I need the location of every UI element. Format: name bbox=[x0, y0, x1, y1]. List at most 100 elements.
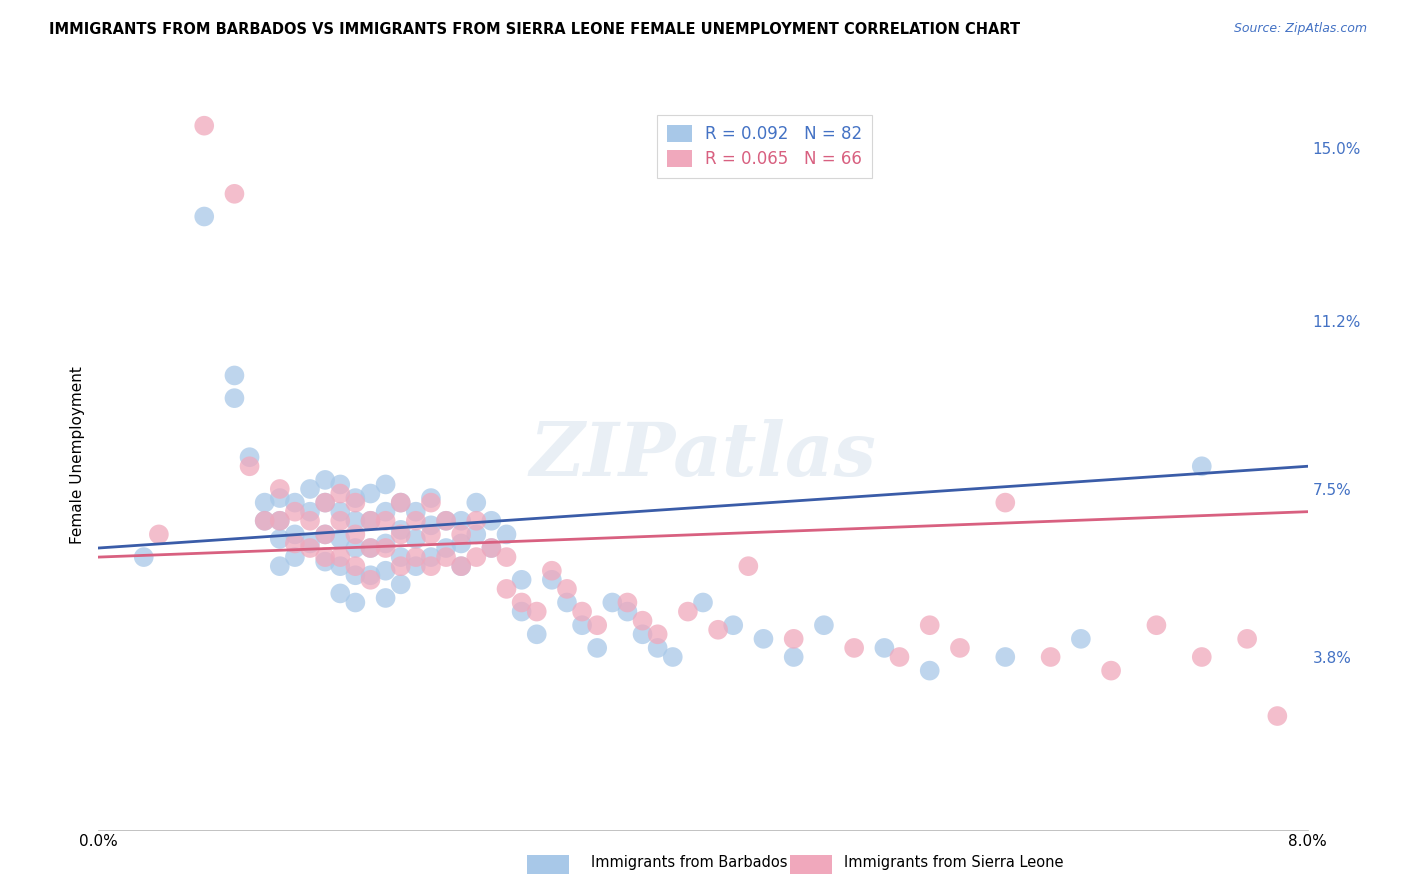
Point bbox=[314, 527, 336, 541]
Point bbox=[314, 550, 336, 565]
Point bbox=[647, 627, 669, 641]
Point bbox=[481, 541, 503, 555]
Point bbox=[723, 618, 745, 632]
Point bbox=[631, 627, 654, 641]
Point bbox=[949, 640, 972, 655]
Point bbox=[465, 527, 488, 541]
Point bbox=[616, 605, 638, 619]
Point bbox=[253, 514, 276, 528]
Point bbox=[405, 550, 427, 565]
Point bbox=[148, 527, 170, 541]
Point bbox=[481, 514, 503, 528]
Point bbox=[329, 486, 352, 500]
Point bbox=[813, 618, 835, 632]
Point bbox=[918, 664, 941, 678]
Point bbox=[1191, 459, 1213, 474]
Text: Immigrants from Barbados: Immigrants from Barbados bbox=[591, 855, 787, 870]
Point bbox=[344, 491, 367, 505]
Point bbox=[783, 632, 806, 646]
Point bbox=[1039, 650, 1062, 665]
Point bbox=[329, 586, 352, 600]
Point bbox=[344, 568, 367, 582]
Point bbox=[465, 495, 488, 509]
Point bbox=[994, 495, 1017, 509]
Point bbox=[1070, 632, 1092, 646]
Point bbox=[616, 595, 638, 609]
Point bbox=[571, 605, 593, 619]
Text: ZIPatlas: ZIPatlas bbox=[530, 418, 876, 491]
Point bbox=[374, 591, 396, 605]
Point bbox=[994, 650, 1017, 665]
Point bbox=[555, 582, 578, 596]
Point bbox=[692, 595, 714, 609]
Point bbox=[239, 459, 262, 474]
Point bbox=[284, 495, 307, 509]
Point bbox=[405, 514, 427, 528]
Point bbox=[586, 640, 609, 655]
Point bbox=[405, 559, 427, 574]
Y-axis label: Female Unemployment: Female Unemployment bbox=[69, 366, 84, 544]
Point bbox=[269, 514, 291, 528]
Point bbox=[314, 555, 336, 569]
Point bbox=[284, 505, 307, 519]
Point bbox=[465, 550, 488, 565]
Point bbox=[405, 532, 427, 546]
Point bbox=[360, 541, 382, 555]
Point bbox=[389, 523, 412, 537]
Point bbox=[434, 514, 457, 528]
Point bbox=[360, 514, 382, 528]
Point bbox=[510, 573, 533, 587]
Point bbox=[631, 614, 654, 628]
Point bbox=[450, 514, 472, 528]
Point bbox=[737, 559, 759, 574]
Point bbox=[420, 550, 443, 565]
Point bbox=[602, 595, 624, 609]
Point bbox=[193, 119, 215, 133]
Point bbox=[329, 550, 352, 565]
Point bbox=[299, 505, 322, 519]
Point bbox=[495, 527, 517, 541]
Point bbox=[239, 450, 262, 465]
Point bbox=[434, 541, 457, 555]
Point bbox=[269, 514, 291, 528]
Point bbox=[434, 514, 457, 528]
Point bbox=[555, 595, 578, 609]
Point bbox=[450, 559, 472, 574]
Point bbox=[389, 550, 412, 565]
Point bbox=[1099, 664, 1122, 678]
Point bbox=[420, 559, 443, 574]
Text: Source: ZipAtlas.com: Source: ZipAtlas.com bbox=[1233, 22, 1367, 36]
Point bbox=[284, 536, 307, 550]
Point bbox=[707, 623, 730, 637]
Point bbox=[344, 527, 367, 541]
Point bbox=[389, 495, 412, 509]
Point bbox=[344, 514, 367, 528]
Point bbox=[314, 495, 336, 509]
Point bbox=[224, 391, 246, 405]
Point bbox=[299, 541, 322, 555]
Point bbox=[224, 368, 246, 383]
Point bbox=[329, 514, 352, 528]
Point bbox=[269, 559, 291, 574]
Point bbox=[344, 595, 367, 609]
Point bbox=[752, 632, 775, 646]
Point bbox=[269, 491, 291, 505]
Point bbox=[132, 550, 155, 565]
Point bbox=[571, 618, 593, 632]
Point bbox=[1236, 632, 1258, 646]
Point bbox=[540, 573, 562, 587]
Point bbox=[420, 527, 443, 541]
Point bbox=[374, 564, 396, 578]
Point bbox=[1146, 618, 1168, 632]
Point bbox=[510, 605, 533, 619]
Point bbox=[193, 210, 215, 224]
Point bbox=[495, 550, 517, 565]
Point bbox=[314, 473, 336, 487]
Point bbox=[269, 482, 291, 496]
Point bbox=[284, 527, 307, 541]
Point bbox=[1191, 650, 1213, 665]
Point bbox=[344, 495, 367, 509]
Point bbox=[389, 577, 412, 591]
Point bbox=[844, 640, 866, 655]
Point bbox=[510, 595, 533, 609]
